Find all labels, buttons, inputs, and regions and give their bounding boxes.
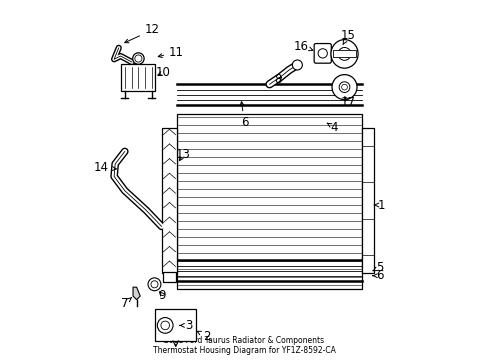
Text: 14: 14 [94, 161, 116, 174]
Text: 16: 16 [294, 40, 312, 53]
Circle shape [148, 278, 161, 291]
Bar [155, 309, 196, 342]
Text: 7: 7 [121, 297, 131, 310]
Bar [162, 128, 177, 273]
Text: 13: 13 [175, 148, 190, 162]
Text: 12: 12 [124, 23, 160, 43]
Text: 4: 4 [326, 121, 337, 134]
Text: 5: 5 [372, 261, 383, 274]
Text: 2: 2 [197, 330, 210, 343]
Circle shape [151, 281, 158, 288]
Circle shape [132, 53, 144, 64]
Circle shape [339, 82, 349, 93]
Text: 6: 6 [372, 269, 383, 282]
Text: 6: 6 [240, 102, 248, 129]
Text: 2001 Ford Taurus Radiator & Components
Thermostat Housing Diagram for YF1Z-8592-: 2001 Ford Taurus Radiator & Components T… [153, 336, 335, 355]
Circle shape [341, 84, 346, 90]
Ellipse shape [331, 75, 356, 100]
FancyBboxPatch shape [313, 44, 331, 63]
Circle shape [292, 60, 302, 70]
Bar [121, 64, 155, 91]
Text: 9: 9 [158, 288, 166, 302]
Bar [176, 114, 362, 289]
Text: 3: 3 [180, 319, 192, 332]
Circle shape [135, 55, 142, 62]
Circle shape [157, 318, 173, 333]
Polygon shape [133, 287, 140, 300]
Text: 17: 17 [340, 96, 355, 109]
Text: 11: 11 [158, 46, 184, 59]
Circle shape [337, 48, 350, 60]
Bar [361, 128, 373, 273]
Circle shape [161, 321, 169, 330]
Bar [332, 50, 356, 58]
Bar [163, 272, 175, 282]
Text: 15: 15 [340, 29, 355, 45]
Ellipse shape [330, 40, 357, 68]
Text: 8: 8 [274, 73, 282, 86]
Circle shape [317, 49, 326, 58]
Text: 10: 10 [155, 66, 170, 79]
Text: 1: 1 [374, 198, 384, 212]
